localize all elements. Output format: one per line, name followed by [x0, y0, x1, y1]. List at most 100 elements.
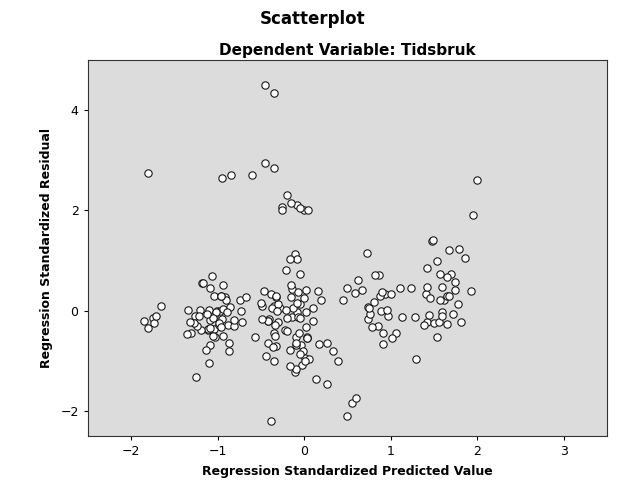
Point [260, 159, 270, 167]
Point [272, 307, 282, 315]
Point [271, 342, 281, 350]
Point [365, 310, 375, 318]
Point [205, 316, 215, 324]
Point [292, 255, 302, 263]
Point [456, 318, 466, 326]
Point [354, 277, 364, 285]
Point [311, 375, 321, 383]
Point [198, 279, 208, 287]
Point [211, 308, 221, 316]
Point [302, 333, 312, 341]
Point [285, 256, 295, 264]
Point [391, 330, 401, 338]
Point [237, 318, 247, 326]
Point [143, 324, 153, 332]
Point [270, 332, 280, 340]
Point [229, 322, 239, 330]
Point [459, 255, 470, 263]
Point [270, 292, 280, 300]
Point [205, 284, 215, 292]
Point [292, 365, 302, 373]
Point [290, 368, 300, 376]
Point [448, 310, 458, 318]
Point [282, 191, 292, 199]
Point [209, 325, 219, 333]
Point [213, 321, 223, 329]
Text: Scatterplot: Scatterplot [260, 10, 366, 28]
Point [380, 290, 390, 298]
Point [377, 288, 387, 296]
Point [216, 292, 226, 300]
Point [322, 380, 332, 388]
Point [267, 343, 277, 351]
Point [316, 296, 326, 304]
Point [286, 281, 296, 289]
Point [265, 416, 275, 424]
Point [235, 296, 245, 304]
Point [218, 305, 228, 313]
Point [217, 315, 227, 323]
Point [262, 317, 272, 325]
Point [192, 322, 202, 330]
Point [434, 271, 444, 279]
Point [333, 357, 343, 365]
Point [434, 318, 444, 326]
Point [444, 293, 454, 301]
Point [193, 312, 203, 320]
Point [295, 300, 305, 308]
Point [269, 164, 279, 172]
Point [410, 313, 420, 321]
Point [297, 361, 307, 369]
Point [275, 304, 285, 312]
Point [218, 281, 228, 289]
Point [225, 339, 235, 347]
Point [214, 319, 224, 327]
Point [151, 312, 161, 320]
Point [209, 292, 219, 300]
Point [220, 293, 230, 301]
Point [387, 334, 397, 342]
Point [300, 354, 310, 362]
Point [202, 346, 212, 354]
Point [190, 312, 200, 320]
Point [369, 298, 379, 306]
Point [449, 278, 459, 286]
Point [313, 287, 323, 295]
Point [208, 332, 218, 340]
Point [302, 334, 312, 342]
Point [373, 322, 383, 330]
Point [422, 318, 432, 326]
Point [443, 273, 453, 281]
Point [186, 329, 196, 337]
Point [342, 284, 352, 292]
Point [148, 314, 158, 322]
Point [212, 307, 222, 315]
Point [222, 308, 232, 316]
Point [225, 171, 235, 179]
Point [377, 340, 387, 348]
Point [207, 272, 217, 280]
Point [453, 300, 463, 308]
Point [210, 333, 220, 341]
Point [143, 169, 153, 177]
Point [285, 294, 295, 302]
Point [304, 355, 314, 363]
Point [263, 317, 273, 325]
Point [257, 302, 267, 310]
Point [285, 362, 295, 370]
Point [242, 294, 252, 302]
Point [224, 347, 234, 355]
Point [438, 313, 448, 321]
Point [290, 249, 300, 258]
Point [386, 290, 396, 298]
Point [288, 304, 298, 312]
Point [273, 318, 283, 326]
Point [217, 174, 227, 182]
Point [424, 311, 434, 319]
Point [364, 304, 374, 312]
Point [363, 315, 373, 323]
Point [466, 287, 476, 295]
Point [280, 326, 290, 334]
Point [374, 292, 384, 300]
Point [298, 347, 308, 355]
